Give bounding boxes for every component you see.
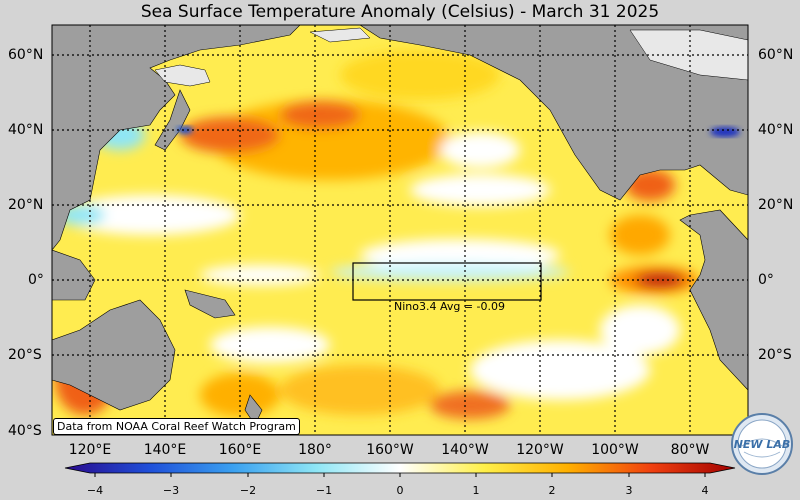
lat-label-right: 20°S [758,347,792,363]
lon-label: 140°E [143,442,187,458]
svg-text:NEW LAB: NEW LAB [734,438,791,451]
lat-label-left: 40°S [8,423,42,439]
colorbar-tick-label: −3 [162,484,180,497]
lat-label-left: 20°N [8,197,44,213]
nino34-average-label: Nino3.4 Avg = -0.09 [394,300,506,313]
nino34-box [352,262,542,301]
lon-label: 160°W [366,442,414,458]
lat-label-left: 0° [28,272,44,288]
graticule [52,25,748,435]
page-title: Sea Surface Temperature Anomaly (Celsius… [140,2,660,22]
lat-label-left: 20°S [8,347,42,363]
lon-label: 120°E [68,442,112,458]
lat-label-right: 20°N [758,197,794,213]
lat-label-right: 40°N [758,122,794,138]
colorbar-tick-label: 2 [548,484,556,497]
lat-label-left: 60°N [8,47,44,63]
lon-label: 160°E [218,442,262,458]
colorbar-tick-label: −2 [239,484,257,497]
lat-label-right: 60°N [758,47,794,63]
lon-label: 100°W [591,442,639,458]
colorbar-tick-label: 3 [625,484,633,497]
colorbar-tick-label: −4 [86,484,104,497]
colorbar-tick-label: 0 [396,484,404,497]
colorbar-tick-label: −1 [315,484,333,497]
colorbar [64,462,736,474]
lat-label-right: 0° [758,272,774,288]
sst-field [52,25,748,435]
colorbar-ticks [94,473,706,477]
map-frame [51,24,749,436]
lon-label: 120°W [516,442,564,458]
lon-label: 140°W [441,442,489,458]
lat-label-left: 40°N [8,122,44,138]
new-lab-logo: NEW LAB [731,413,793,475]
colorbar-tick-label: 1 [472,484,480,497]
lon-label: 80°W [670,442,710,458]
data-credit: Data from NOAA Coral Reef Watch Program [53,418,300,435]
colorbar-tick-label: 4 [701,484,709,497]
lon-label: 180° [298,442,332,458]
